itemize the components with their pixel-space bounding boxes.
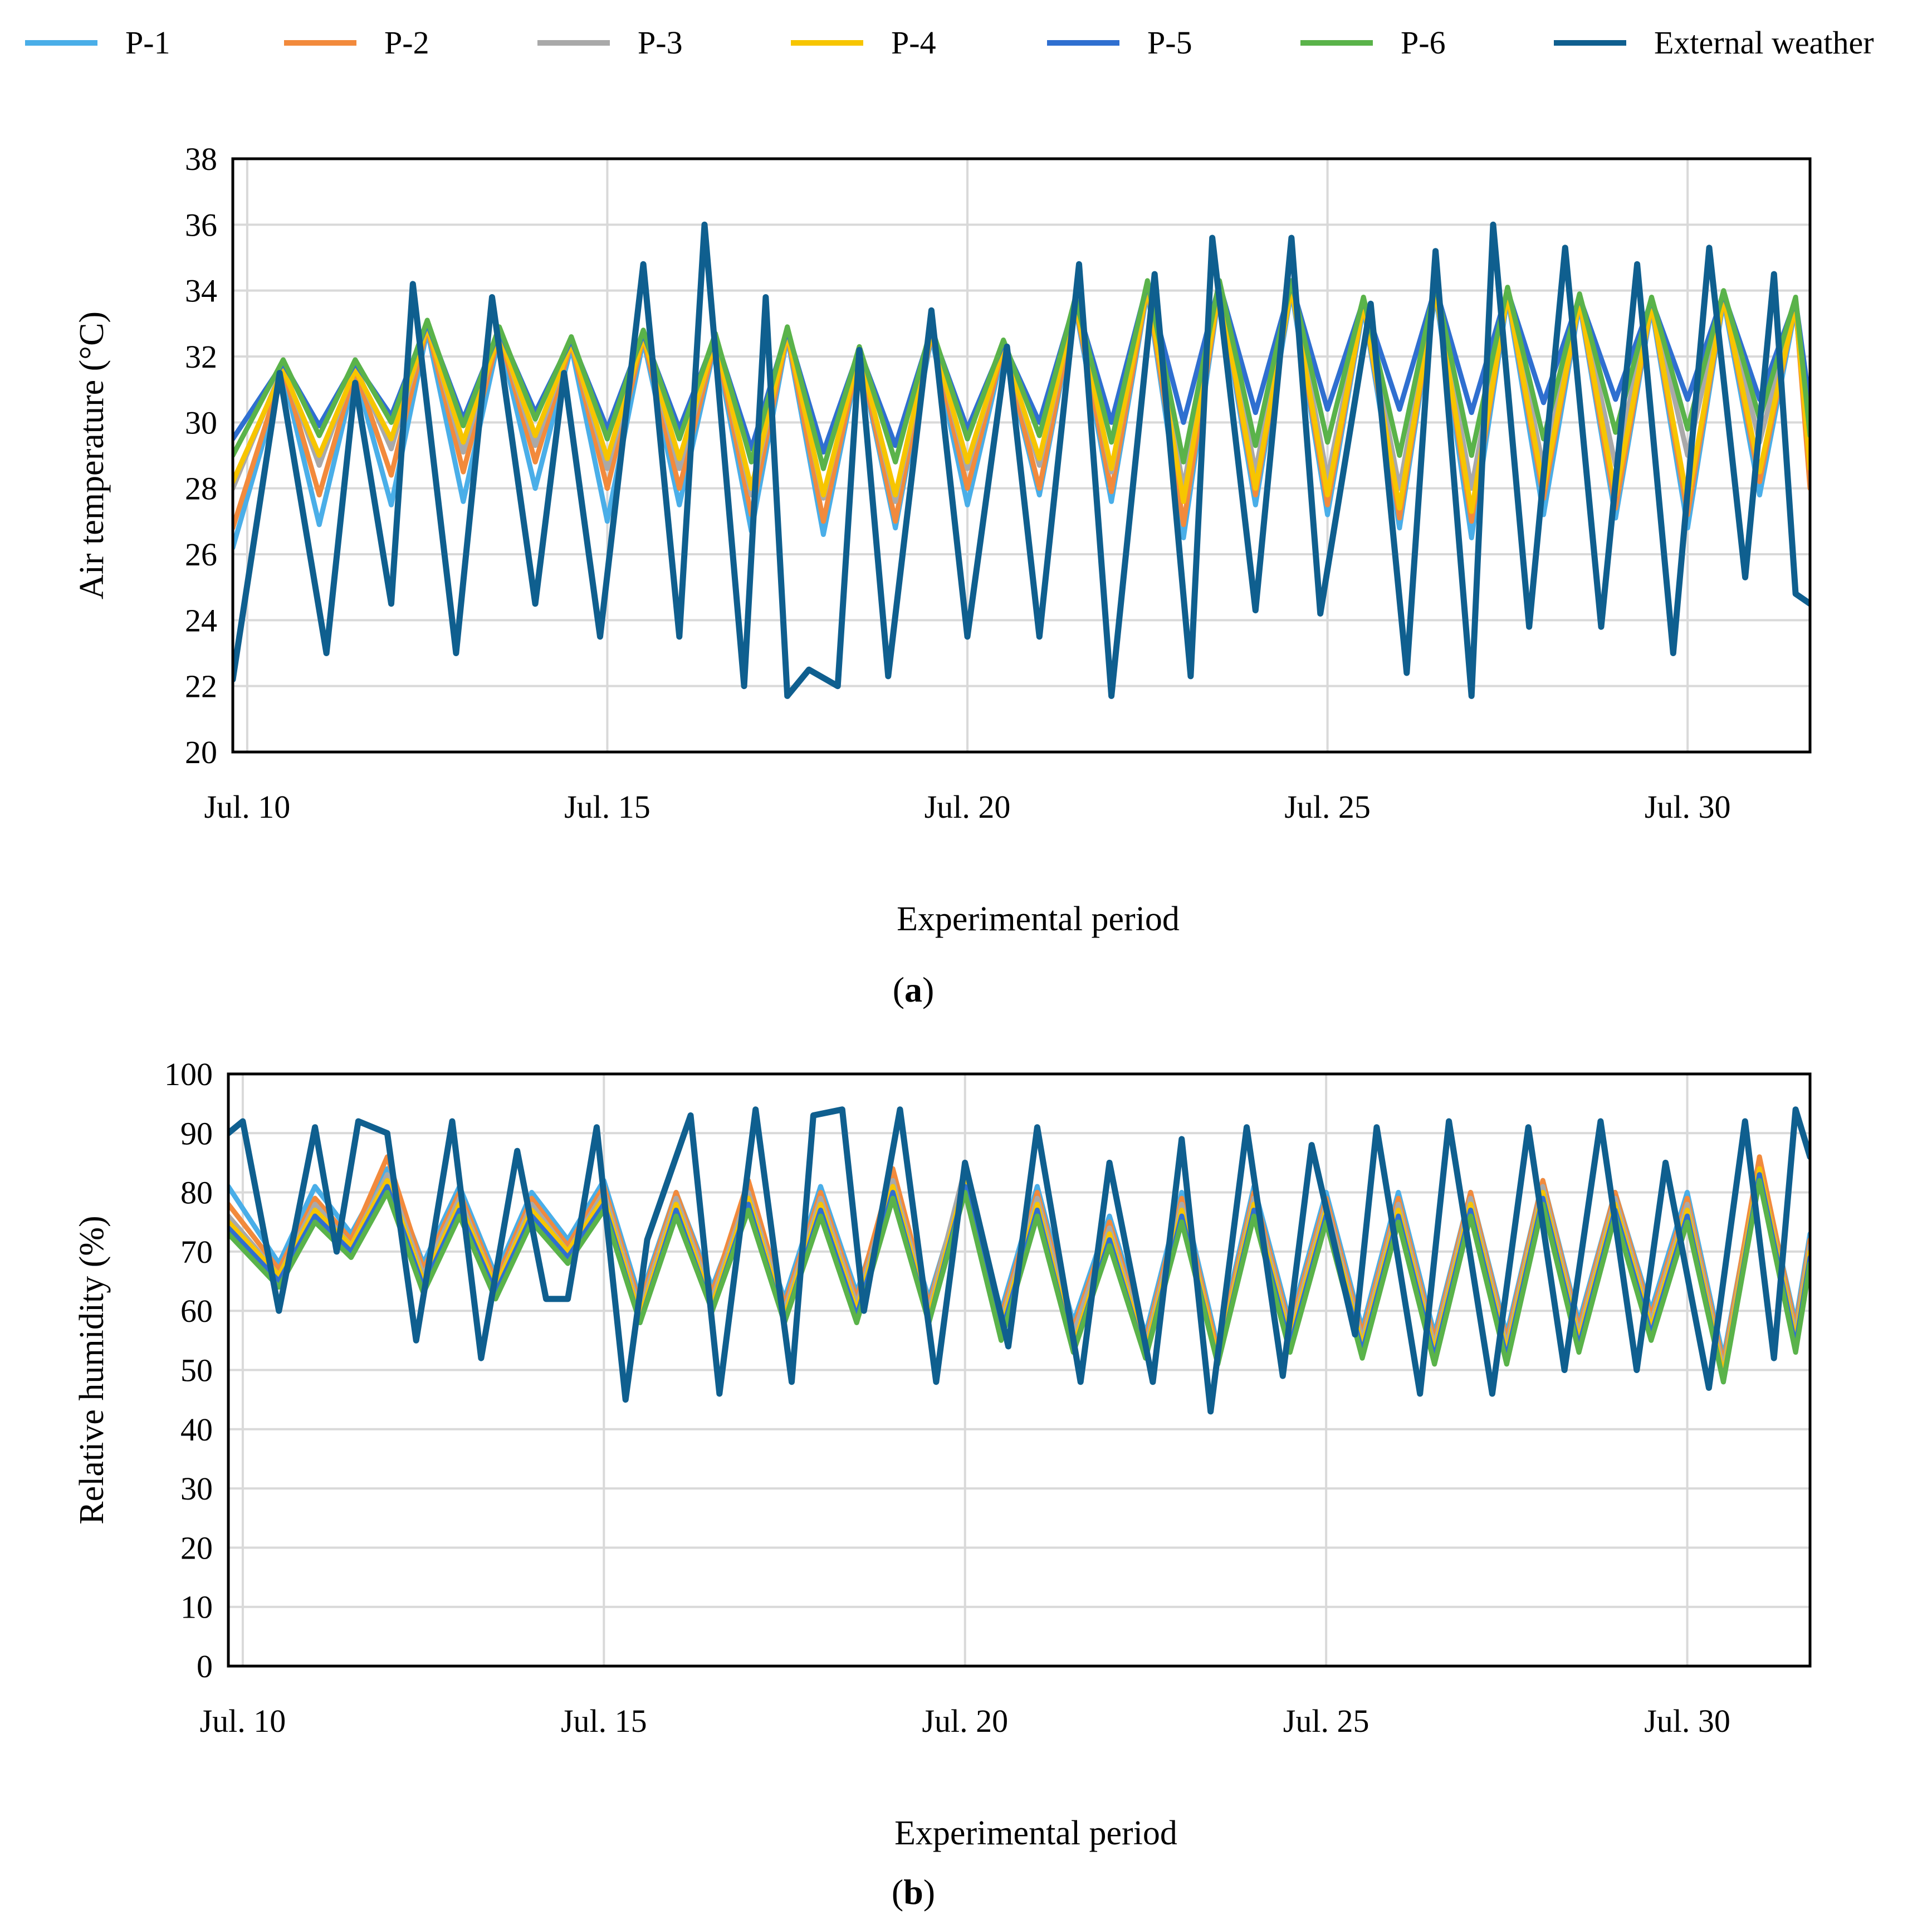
x-tick-label-0: Jul. 10 bbox=[204, 789, 291, 825]
series-line-external-weather bbox=[228, 1110, 1810, 1412]
y-tick-label-8: 80 bbox=[180, 1175, 213, 1211]
y-tick-label-4: 40 bbox=[180, 1412, 213, 1448]
legend-label-3: P-3 bbox=[638, 25, 683, 61]
y-axis-title: Air temperature (°C) bbox=[73, 311, 111, 599]
panel-a-air-temperature: 20 22 24 26 28 30 32 34 36 38 Jul. 10 Jul. 15 Jul. 2… bbox=[73, 141, 1810, 1009]
y-tick-label-2: 24 bbox=[185, 602, 217, 638]
y-axis-title: Relative humidity (%) bbox=[73, 1215, 111, 1524]
legend-label-1: P-1 bbox=[125, 25, 170, 61]
y-tick-label-10: 100 bbox=[164, 1056, 213, 1092]
y-tick-label-7: 34 bbox=[185, 273, 217, 309]
panel-b-relative-humidity: 0 10 20 30 40 50 60 70 80 90 100 Jul. 10 Jul. 15 Jul.… bbox=[73, 1056, 1810, 1912]
y-tick-label-8: 36 bbox=[185, 207, 217, 243]
x-tick-label-1: Jul. 15 bbox=[561, 1703, 647, 1739]
x-tick-label-2: Jul. 20 bbox=[925, 789, 1011, 825]
y-tick-label-3: 26 bbox=[185, 536, 217, 573]
y-tick-label-9: 90 bbox=[180, 1115, 213, 1151]
legend-label-5: P-5 bbox=[1147, 25, 1192, 61]
y-tick-label-0: 20 bbox=[185, 734, 217, 770]
y-tick-label-1: 10 bbox=[180, 1589, 213, 1625]
x-tick-label-1: Jul. 15 bbox=[564, 789, 650, 825]
y-tick-label-7: 70 bbox=[180, 1234, 213, 1270]
x-tick-label-3: Jul. 25 bbox=[1283, 1703, 1369, 1739]
y-tick-label-4: 28 bbox=[185, 471, 217, 507]
y-tick-label-3: 30 bbox=[180, 1471, 213, 1507]
legend-label-7: External weather bbox=[1654, 25, 1874, 61]
y-tick-label-5: 50 bbox=[180, 1352, 213, 1389]
x-axis-title: Experimental period bbox=[897, 900, 1180, 938]
y-tick-label-6: 60 bbox=[180, 1293, 213, 1329]
panel-caption: (b) bbox=[892, 1872, 935, 1912]
y-tick-label-0: 0 bbox=[197, 1648, 213, 1684]
x-tick-label-0: Jul. 10 bbox=[200, 1703, 286, 1739]
y-tick-label-9: 38 bbox=[185, 141, 217, 177]
series-group bbox=[233, 224, 1810, 696]
x-tick-label-3: Jul. 25 bbox=[1284, 789, 1371, 825]
y-tick-label-1: 22 bbox=[185, 668, 217, 705]
x-axis-title: Experimental period bbox=[894, 1814, 1177, 1852]
legend-label-4: P-4 bbox=[891, 25, 936, 61]
legend-label-6: P-6 bbox=[1401, 25, 1446, 61]
legend-label-2: P-2 bbox=[384, 25, 429, 61]
x-tick-label-4: Jul. 30 bbox=[1644, 1703, 1730, 1739]
y-tick-label-5: 30 bbox=[185, 404, 217, 441]
y-tick-label-6: 32 bbox=[185, 339, 217, 375]
legend: P-1 P-2 P-3 P-4 P-5 P-6 External weather bbox=[25, 25, 1874, 61]
y-tick-label-2: 20 bbox=[180, 1530, 213, 1566]
x-tick-label-4: Jul. 30 bbox=[1645, 789, 1731, 825]
x-tick-label-2: Jul. 20 bbox=[922, 1703, 1008, 1739]
series-group bbox=[228, 1110, 1810, 1412]
series-line-external-weather bbox=[233, 224, 1810, 696]
panel-caption: (a) bbox=[893, 970, 935, 1009]
